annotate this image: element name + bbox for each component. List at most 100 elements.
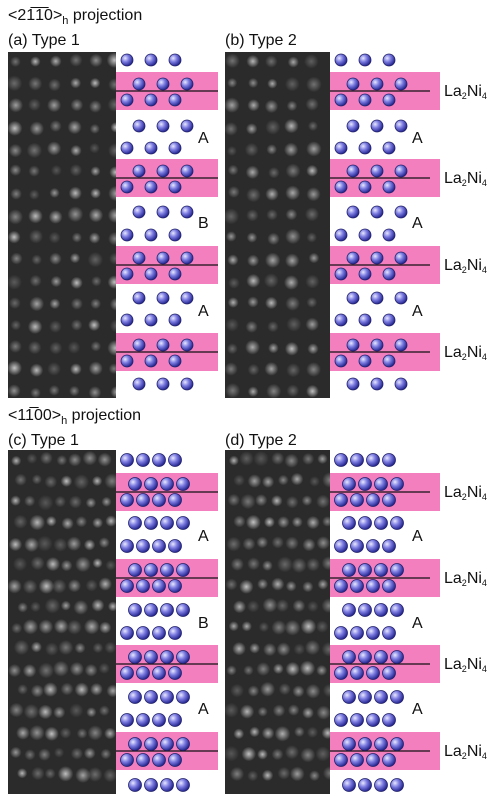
spot [30, 601, 41, 612]
spot [98, 453, 112, 467]
spot [28, 77, 42, 91]
spot [233, 728, 244, 739]
spot [247, 600, 259, 612]
layer-label: La2Ni4 [444, 743, 487, 761]
atom [343, 604, 356, 617]
spot [249, 727, 260, 738]
panel-label: (d) Type 2 [225, 432, 297, 449]
spot [30, 364, 43, 377]
atom [367, 627, 380, 640]
atom [351, 494, 364, 507]
spot [90, 78, 100, 88]
stacking-letter: A [412, 130, 423, 147]
atom [351, 580, 364, 593]
spot [291, 558, 306, 573]
spot [73, 600, 88, 615]
spot [300, 747, 315, 762]
spot [8, 231, 21, 244]
spot [15, 474, 27, 486]
spot [110, 298, 123, 311]
atom [383, 754, 396, 767]
section-title: <11̅00>h projection [8, 406, 141, 427]
spot [47, 362, 61, 376]
spot [307, 727, 318, 738]
atom [145, 94, 157, 106]
atom [169, 181, 181, 193]
spot [233, 515, 245, 527]
atom [359, 478, 372, 491]
atom [181, 165, 193, 177]
atom [395, 206, 407, 218]
atom [367, 454, 380, 467]
spot [224, 703, 239, 718]
spot [284, 119, 298, 133]
atom [169, 454, 182, 467]
spot [40, 452, 53, 465]
atom [383, 454, 396, 467]
spot [57, 455, 68, 466]
spot [230, 767, 244, 781]
atom [383, 627, 396, 640]
atom [391, 604, 404, 617]
spot [6, 75, 22, 91]
atom [359, 355, 371, 367]
title-main: <21̅1̅0> [8, 6, 62, 24]
atom [157, 378, 169, 390]
atom [137, 494, 150, 507]
atom [335, 580, 348, 593]
spot [91, 341, 102, 352]
atom [371, 252, 383, 264]
spot [246, 274, 260, 288]
atom [383, 494, 396, 507]
spot [50, 55, 62, 67]
spot [302, 495, 313, 506]
atom [367, 714, 380, 727]
title-main: <11̅00> [8, 406, 61, 424]
spot [88, 767, 103, 782]
atom [371, 339, 383, 351]
spot [267, 79, 277, 89]
spot [84, 747, 96, 759]
spot [7, 275, 22, 290]
spot [246, 166, 259, 179]
atom [153, 454, 166, 467]
spot [246, 321, 258, 333]
atom [181, 78, 193, 90]
atom [169, 268, 181, 280]
spot [229, 456, 239, 466]
spot [37, 536, 53, 552]
spot [267, 321, 278, 332]
spot [38, 495, 54, 511]
atom [395, 378, 407, 390]
atom [145, 314, 157, 326]
atom [359, 268, 371, 280]
spot [30, 121, 44, 135]
spot [242, 621, 252, 631]
spot [246, 123, 257, 134]
spot [71, 99, 84, 112]
element: Ni [467, 743, 482, 760]
spot [108, 232, 122, 246]
spot [70, 363, 82, 375]
spot [29, 189, 39, 199]
atom [359, 738, 372, 751]
spot [89, 361, 103, 375]
spot [83, 451, 98, 466]
spot [286, 496, 298, 508]
spot [49, 253, 61, 265]
spot [306, 558, 320, 572]
spot [262, 560, 273, 571]
spot [61, 601, 71, 611]
spot [71, 298, 83, 310]
spot [10, 56, 21, 67]
spot [255, 494, 267, 506]
atom [375, 651, 388, 664]
atom [383, 181, 395, 193]
spot [54, 619, 69, 634]
spot [265, 187, 278, 200]
spot [58, 640, 73, 655]
spot [285, 536, 298, 549]
spot [9, 98, 24, 113]
layer-label: La2Ni4 [444, 257, 487, 275]
atom [343, 517, 356, 530]
